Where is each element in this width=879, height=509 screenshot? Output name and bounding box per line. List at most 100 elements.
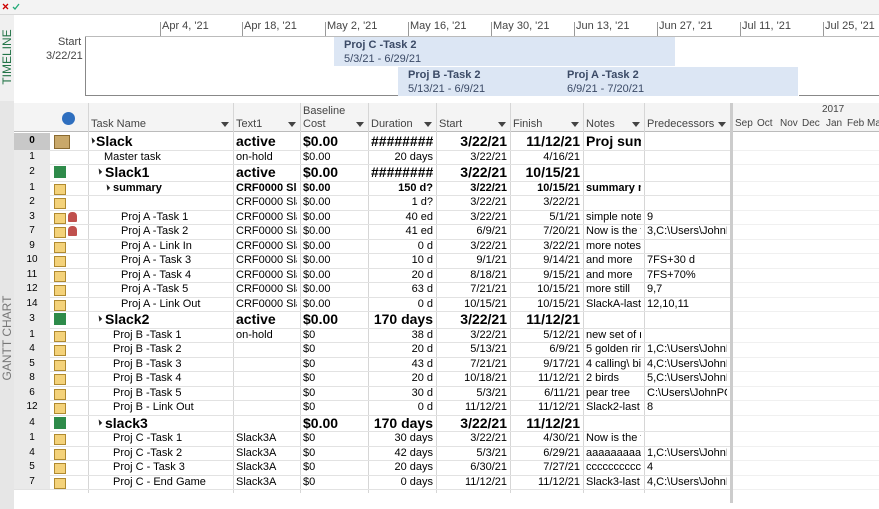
cell[interactable]: 7/27/21 bbox=[543, 461, 580, 473]
cell[interactable]: $0 bbox=[303, 446, 316, 459]
cell[interactable] bbox=[586, 195, 641, 210]
cell[interactable]: 6/30/21 bbox=[470, 461, 507, 473]
cell[interactable]: 6/9/21 bbox=[549, 343, 580, 355]
cell[interactable]: Proj C -Task 2 bbox=[113, 446, 183, 459]
cell[interactable]: $0.00 bbox=[303, 133, 339, 149]
cell[interactable]: 170 days bbox=[373, 311, 433, 327]
cell[interactable]: 40 ed bbox=[405, 210, 433, 223]
cell[interactable]: simple note bbox=[586, 210, 641, 223]
cell[interactable]: 7/21/21 bbox=[470, 283, 507, 295]
cell[interactable] bbox=[236, 371, 297, 386]
cell[interactable]: 6/9/21 bbox=[476, 225, 507, 237]
cell[interactable]: $0 bbox=[303, 475, 316, 488]
cell[interactable]: slack3 bbox=[105, 414, 148, 431]
cell[interactable]: ######## bbox=[371, 164, 433, 180]
cell[interactable]: 9/15/21 bbox=[543, 268, 580, 281]
cell[interactable]: summary no bbox=[586, 181, 641, 194]
cell[interactable]: 10/15/21 bbox=[464, 297, 507, 310]
cell[interactable]: $0.00 bbox=[303, 414, 339, 431]
cell[interactable]: 11/12/21 bbox=[537, 372, 580, 384]
cell[interactable] bbox=[236, 400, 297, 415]
cell[interactable]: 7/20/21 bbox=[543, 225, 580, 237]
cell[interactable]: $0.00 bbox=[303, 181, 331, 194]
cell[interactable] bbox=[121, 195, 231, 210]
cell[interactable]: 3/22/21 bbox=[543, 239, 580, 252]
cell[interactable]: 1,C:\Users\JohnP bbox=[647, 446, 727, 459]
cell[interactable]: $0.00 bbox=[303, 225, 331, 237]
header-dropdown[interactable] bbox=[424, 122, 432, 127]
cell[interactable]: 3/22/21 bbox=[470, 196, 507, 208]
cell[interactable]: CRF0000 Sla bbox=[236, 196, 297, 208]
cell[interactable]: 5/3/21 bbox=[476, 446, 507, 459]
cell[interactable]: Proj A - Link Out bbox=[121, 297, 201, 310]
column-header[interactable]: Finish bbox=[513, 118, 543, 130]
cell[interactable] bbox=[236, 415, 297, 432]
cell[interactable]: 3/22/21 bbox=[470, 210, 507, 223]
cell[interactable]: 6/11/21 bbox=[544, 386, 580, 399]
cell[interactable]: 3/22/21 bbox=[460, 133, 507, 149]
cell[interactable]: Proj A - Task 3 bbox=[121, 254, 192, 266]
cell[interactable]: 20 days bbox=[394, 461, 433, 473]
cell[interactable]: 3/22/21 bbox=[460, 164, 507, 180]
cell[interactable]: 11/12/21 bbox=[537, 475, 580, 488]
cell[interactable]: 3/22/21 bbox=[470, 239, 507, 252]
cell[interactable]: 5/3/21 bbox=[476, 386, 507, 399]
cell[interactable]: 20 days bbox=[394, 150, 433, 163]
cell[interactable]: Master task bbox=[104, 150, 161, 163]
cell[interactable]: 20 d bbox=[411, 343, 433, 355]
cell[interactable]: on-hold bbox=[236, 328, 273, 341]
cell[interactable]: 5/12/21 bbox=[543, 328, 580, 341]
cell[interactable]: 4 bbox=[647, 461, 654, 473]
cell[interactable]: and more bbox=[586, 268, 633, 281]
cell[interactable] bbox=[647, 328, 727, 343]
cell[interactable]: 3,C:\Users\JohnP bbox=[647, 225, 727, 237]
cell[interactable]: 3/22/21 bbox=[543, 196, 580, 208]
cell[interactable]: 7FS+30 d bbox=[647, 254, 696, 266]
cell[interactable]: 11/12/21 bbox=[526, 414, 580, 431]
column-header[interactable]: Duration bbox=[371, 118, 413, 130]
cell[interactable]: Slack3A bbox=[236, 475, 277, 488]
cell[interactable]: CRF0000 Sla bbox=[236, 225, 297, 237]
cell[interactable]: 4/30/21 bbox=[543, 432, 580, 444]
cell[interactable]: Proj B -Task 5 bbox=[113, 386, 182, 399]
cell[interactable] bbox=[586, 311, 641, 328]
cell[interactable]: $0.00 bbox=[303, 164, 339, 180]
cell[interactable] bbox=[647, 150, 727, 165]
cell[interactable]: Proj B -Task 4 bbox=[113, 372, 182, 384]
cell[interactable]: 42 days bbox=[394, 446, 433, 459]
header-dropdown[interactable] bbox=[718, 122, 726, 127]
cell[interactable]: $0.00 bbox=[303, 297, 331, 310]
cell[interactable]: 9/1/21 bbox=[476, 254, 507, 266]
cell[interactable]: 20 d bbox=[411, 268, 433, 281]
cell[interactable]: active bbox=[236, 311, 276, 327]
cell[interactable] bbox=[647, 181, 727, 196]
cell[interactable]: Proj sum bbox=[586, 133, 641, 149]
cell[interactable]: SlackA-last bbox=[586, 297, 641, 310]
cell[interactable]: Slack bbox=[96, 133, 133, 149]
header-dropdown[interactable] bbox=[632, 122, 640, 127]
cell[interactable]: $0.00 bbox=[303, 254, 331, 266]
cell[interactable]: CRF0000 Sla bbox=[236, 268, 297, 281]
cell[interactable]: 150 d? bbox=[398, 181, 433, 194]
cell[interactable] bbox=[236, 386, 297, 401]
cell[interactable]: 10/15/21 bbox=[537, 283, 580, 295]
cell[interactable]: Proj A -Task 1 bbox=[121, 210, 189, 223]
cell[interactable]: summary bbox=[113, 181, 162, 194]
cell[interactable] bbox=[236, 357, 297, 372]
cell[interactable]: Slack3A bbox=[236, 432, 277, 444]
cell[interactable]: 9/14/21 bbox=[543, 254, 580, 266]
cell[interactable]: Slack2 bbox=[105, 311, 150, 327]
cell[interactable]: $0 bbox=[303, 328, 316, 341]
cell[interactable]: Proj C -Task 1 bbox=[113, 432, 183, 444]
cell[interactable]: 4,C:\Users\JohnP bbox=[647, 475, 727, 488]
cell[interactable]: 9/17/21 bbox=[543, 357, 580, 370]
cell[interactable]: 30 days bbox=[394, 432, 433, 444]
cell[interactable]: CRF0000 Sla bbox=[236, 254, 297, 266]
cell[interactable]: $0.00 bbox=[303, 268, 331, 281]
cell[interactable]: Proj A - Link In bbox=[121, 239, 192, 252]
cell[interactable]: 2 birds bbox=[586, 372, 620, 384]
cell[interactable]: CRF0000 Sla bbox=[236, 239, 297, 252]
cell[interactable]: 7/21/21 bbox=[470, 357, 507, 370]
cell[interactable]: 5 golden ring bbox=[586, 343, 641, 355]
cell[interactable]: cccccccccc bbox=[586, 461, 641, 473]
